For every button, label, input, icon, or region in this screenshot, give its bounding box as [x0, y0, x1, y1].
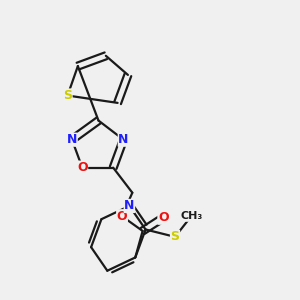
Text: S: S [170, 230, 179, 243]
Text: O: O [158, 211, 169, 224]
Text: N: N [124, 200, 135, 212]
Text: S: S [63, 89, 72, 102]
Text: N: N [67, 133, 77, 146]
Text: O: O [77, 161, 88, 174]
Text: O: O [117, 210, 127, 223]
Text: CH₃: CH₃ [180, 211, 202, 221]
Text: N: N [118, 133, 129, 146]
